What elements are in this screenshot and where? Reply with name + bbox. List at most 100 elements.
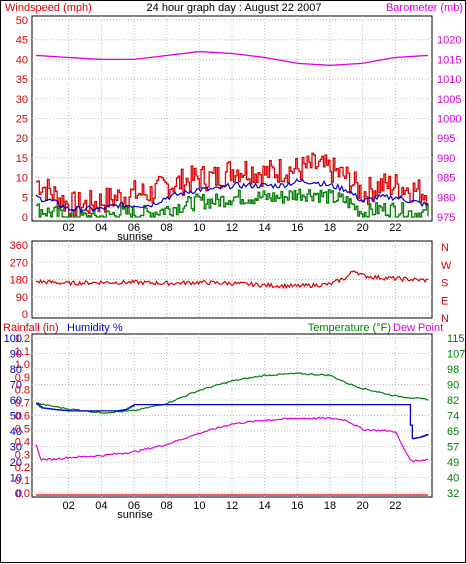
rain-tick-label: 0.3 bbox=[15, 449, 30, 461]
temperature-tick-label: 57 bbox=[447, 442, 459, 454]
rain-tick-label: 0.8 bbox=[15, 385, 30, 397]
rain-tick-label: 0.1 bbox=[15, 475, 30, 487]
humidity-tick-label: 20 bbox=[10, 457, 22, 469]
temperature-tick-label: 90 bbox=[447, 380, 459, 392]
temperature-line bbox=[36, 372, 429, 414]
right-tick-label: 985 bbox=[437, 173, 455, 185]
grid bbox=[32, 334, 432, 497]
grid bbox=[32, 241, 432, 318]
rain-tick-label: 1.2 bbox=[15, 333, 30, 345]
rain-tick-label: 1.0 bbox=[15, 359, 30, 371]
x-tick-label: 10 bbox=[193, 500, 205, 512]
x-tick-label: 14 bbox=[259, 500, 271, 512]
left-tick-label: 180 bbox=[10, 275, 28, 287]
series-lines bbox=[35, 270, 429, 290]
humidity-tick-label: 40 bbox=[10, 426, 22, 438]
left-tick-label: 50 bbox=[16, 15, 28, 27]
x-tick-label: 16 bbox=[291, 222, 303, 234]
left-tick-label: 360 bbox=[10, 240, 28, 252]
right-tick-label: 1000 bbox=[437, 114, 461, 126]
rain-tick-label: 1.1 bbox=[15, 346, 30, 358]
x-tick-label: 16 bbox=[291, 500, 303, 512]
x-tick-label: 02 bbox=[63, 500, 75, 512]
x-tick-labels: 02 04 06 08 10 12 14 16 18 20 22 bbox=[63, 222, 402, 234]
humidity-line bbox=[36, 402, 429, 440]
left-tick-label: 10 bbox=[16, 173, 28, 185]
rain-tick-label: 0.7 bbox=[15, 398, 30, 410]
right-tick-label: 975 bbox=[437, 212, 455, 224]
temperature-tick-label: 65 bbox=[447, 426, 459, 438]
left-tick-label: 30 bbox=[16, 94, 28, 106]
left-tick-label: 25 bbox=[16, 114, 28, 126]
humidity-axis-label: Humidity % bbox=[67, 322, 123, 334]
temperature-humidity-chart: Rainfall (in) Humidity % Temperature (°F… bbox=[3, 322, 465, 521]
temperature-axis-label: Temperature (°F) bbox=[308, 322, 391, 334]
compass-label: N bbox=[441, 242, 449, 254]
gust-line bbox=[35, 178, 429, 214]
compass-label: W bbox=[441, 260, 452, 272]
x-tick-label: 12 bbox=[226, 222, 238, 234]
temperature-tick-label: 98 bbox=[447, 364, 459, 376]
chart-title: 24 hour graph day : August 22 2007 bbox=[147, 2, 322, 14]
wind-direction-line bbox=[35, 270, 429, 290]
x-tick-labels: 02 04 06 08 10 12 14 16 18 20 22 bbox=[63, 500, 402, 512]
left-tick-label: 270 bbox=[10, 257, 28, 269]
dew-point-line bbox=[35, 416, 429, 463]
x-tick-label: 02 bbox=[63, 222, 75, 234]
right-tick-label: 1015 bbox=[437, 54, 461, 66]
left-tick-label: 90 bbox=[16, 292, 28, 304]
humidity-tick-label: 30 bbox=[10, 442, 22, 454]
rain-tick-label: 0.6 bbox=[15, 411, 30, 423]
left-tick-label: 35 bbox=[16, 74, 28, 86]
x-tick-label: 22 bbox=[389, 500, 401, 512]
average-wind-line bbox=[36, 188, 429, 218]
temperature-tick-label: 40 bbox=[447, 473, 459, 485]
temperature-tick-labels: 115 107 98 90 82 74 65 57 49 40 32 bbox=[447, 333, 465, 500]
x-tick-label: 18 bbox=[324, 222, 336, 234]
humidity-tick-label: 90 bbox=[10, 349, 22, 361]
humidity-tick-label: 100 bbox=[4, 333, 22, 345]
right-axis-label: Barometer (mb) bbox=[386, 2, 463, 14]
rain-tick-label: 0.9 bbox=[15, 372, 30, 384]
barometer-line bbox=[35, 50, 429, 66]
humidity-tick-label: 60 bbox=[10, 395, 22, 407]
left-tick-label: 40 bbox=[16, 54, 28, 66]
x-tick-label: 10 bbox=[193, 222, 205, 234]
right-tick-label: 1020 bbox=[437, 35, 461, 47]
left-tick-label: 5 bbox=[22, 192, 28, 204]
left-tick-label: 0 bbox=[22, 212, 28, 224]
left-tick-label: 15 bbox=[16, 153, 28, 165]
rain-tick-label: 0.0 bbox=[15, 488, 30, 500]
x-tick-label: 04 bbox=[95, 500, 107, 512]
right-tick-label: 995 bbox=[437, 133, 455, 145]
temperature-tick-label: 115 bbox=[447, 333, 465, 345]
right-tick-label: 1005 bbox=[437, 94, 461, 106]
series-lines bbox=[35, 372, 429, 496]
temperature-tick-label: 107 bbox=[447, 349, 465, 361]
rain-axis-label: Rainfall (in) bbox=[3, 322, 59, 334]
left-tick-label: 20 bbox=[16, 133, 28, 145]
wind-barometer-chart: Windspeed (mph) 24 hour graph day : Augu… bbox=[5, 2, 463, 243]
compass-label: S bbox=[441, 278, 448, 290]
temperature-tick-label: 82 bbox=[447, 395, 459, 407]
x-tick-label: 08 bbox=[161, 222, 173, 234]
x-tick-label: 20 bbox=[357, 222, 369, 234]
x-tick-label: 06 bbox=[128, 500, 140, 512]
right-tick-label: 980 bbox=[437, 192, 455, 204]
rain-tick-labels: 1.21.11.00.90.80.70.60.50.40.30.20.10.0 bbox=[15, 333, 30, 500]
sunrise-label: sunrise bbox=[117, 231, 152, 243]
left-axis-label: Windspeed (mph) bbox=[5, 2, 92, 14]
humidity-tick-label: 50 bbox=[10, 411, 22, 423]
x-tick-label: 20 bbox=[357, 500, 369, 512]
right-tick-labels: 1020 1015 1010 1005 1000 995 990 985 980 975 bbox=[437, 35, 461, 224]
series-lines bbox=[35, 50, 429, 218]
rain-tick-label: 0.5 bbox=[15, 423, 30, 435]
left-tick-label: 45 bbox=[16, 35, 28, 47]
humidity-tick-label: 70 bbox=[10, 380, 22, 392]
left-tick-label: 0 bbox=[22, 309, 28, 321]
